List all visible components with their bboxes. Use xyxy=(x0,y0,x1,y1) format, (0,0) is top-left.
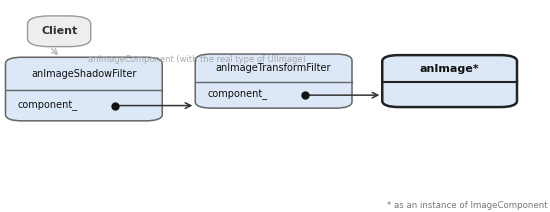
Text: component_: component_ xyxy=(207,90,267,100)
Text: anImage*: anImage* xyxy=(420,64,480,74)
Text: anImageComponent (with the real type of UIImage): anImageComponent (with the real type of … xyxy=(88,55,306,64)
Text: component_: component_ xyxy=(18,100,78,111)
Text: * as an instance of ImageComponent: * as an instance of ImageComponent xyxy=(387,201,547,210)
Text: Client: Client xyxy=(41,26,77,36)
FancyBboxPatch shape xyxy=(382,55,517,107)
FancyBboxPatch shape xyxy=(6,57,162,121)
Text: anImageTransformFilter: anImageTransformFilter xyxy=(216,63,331,73)
FancyBboxPatch shape xyxy=(195,54,352,108)
FancyBboxPatch shape xyxy=(28,16,91,47)
Text: anImageShadowFilter: anImageShadowFilter xyxy=(31,69,136,79)
